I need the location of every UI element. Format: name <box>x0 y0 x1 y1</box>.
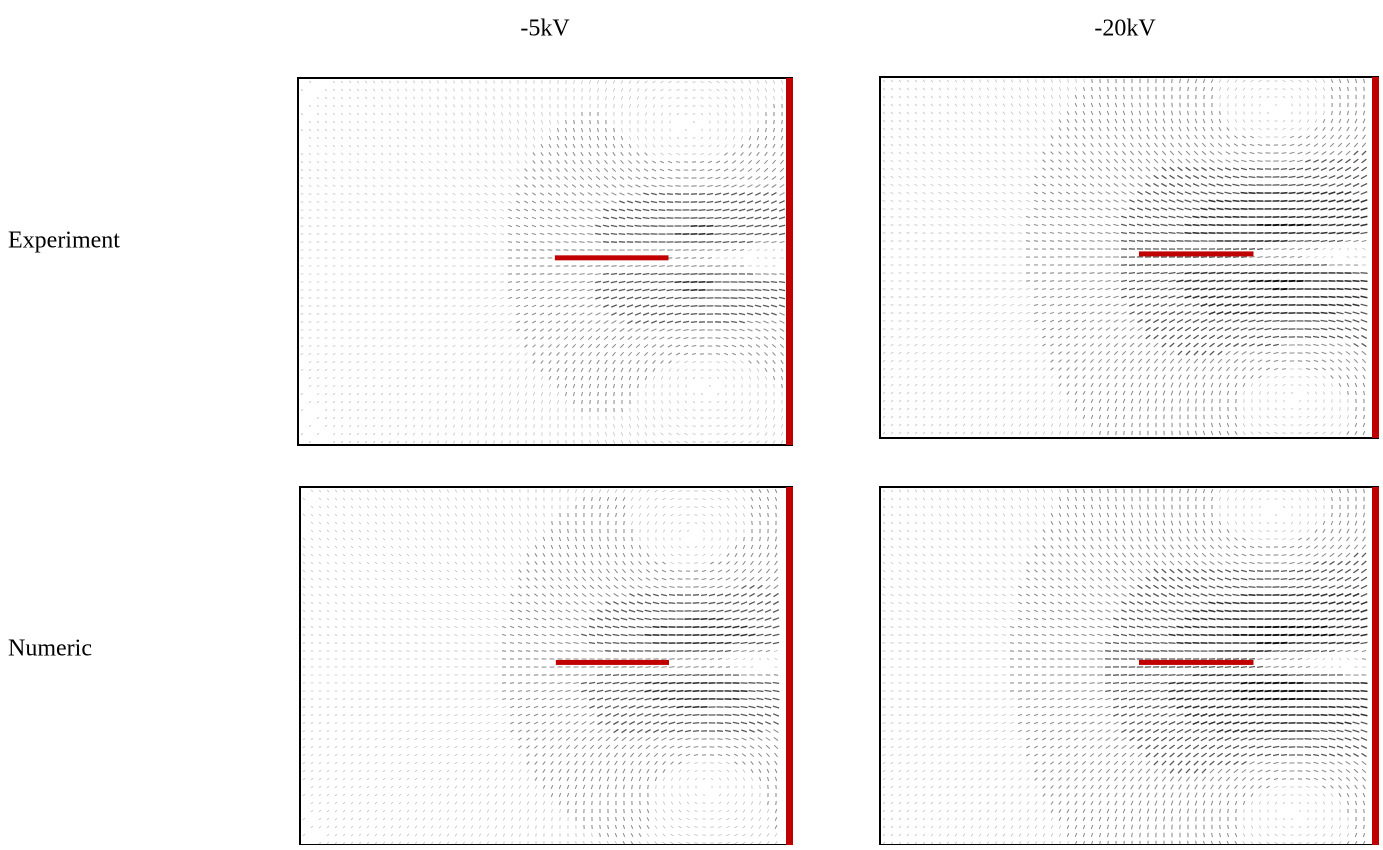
vector-field <box>1176 191 1368 316</box>
vector-field <box>1104 552 1368 774</box>
vector-field <box>302 488 778 846</box>
electrode-wall <box>1372 77 1379 438</box>
flow-panel <box>879 76 1379 439</box>
needle <box>1138 659 1254 665</box>
vector-field <box>1120 150 1368 356</box>
electrode-wall <box>786 487 793 845</box>
flow-panel <box>297 77 793 446</box>
panel-background <box>300 487 792 845</box>
row-label: Numeric <box>8 636 92 662</box>
vector-field <box>507 103 785 413</box>
electrode-wall <box>1372 487 1379 845</box>
vector-field <box>1009 488 1367 846</box>
vector-field <box>674 224 714 292</box>
flow-panel <box>299 486 793 846</box>
needle <box>1138 251 1254 257</box>
vector-field <box>882 488 1366 845</box>
vector-field <box>594 192 786 324</box>
column-header: -20kV <box>1094 16 1156 42</box>
vector-field <box>501 488 779 845</box>
flow-panel <box>879 486 1379 846</box>
vector-field <box>1248 223 1312 291</box>
vector-field <box>644 617 756 709</box>
vector-field <box>1168 592 1368 734</box>
electrode-wall <box>786 78 793 445</box>
panel-background <box>298 78 792 445</box>
vector-field <box>882 79 1366 436</box>
needle <box>554 255 669 261</box>
vector-field <box>1025 78 1367 436</box>
vector-field <box>300 80 784 444</box>
vector-field <box>1232 625 1336 701</box>
vector-field <box>580 584 780 734</box>
column-header: -5kV <box>520 16 570 42</box>
panel-background <box>880 487 1378 845</box>
row-label: Experiment <box>8 228 120 254</box>
needle <box>555 659 669 665</box>
